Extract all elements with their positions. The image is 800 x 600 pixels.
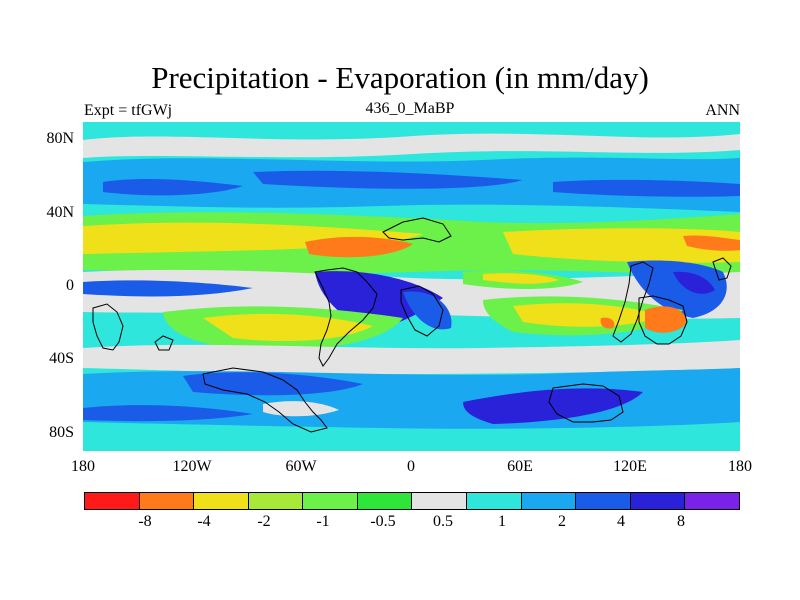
colorbar-swatch (139, 493, 195, 509)
colorbar-label: 4 (617, 513, 625, 530)
coastline (92, 303, 124, 351)
field-region (483, 273, 559, 284)
experiment-label: Expt = tfGWj (84, 102, 173, 119)
x-tick-label: 0 (407, 458, 415, 475)
map-title: Precipitation - Evaporation (in mm/day) (151, 60, 649, 95)
coastline (548, 383, 624, 423)
field-region (600, 317, 615, 329)
colorbar-label: 0.5 (433, 513, 453, 530)
coastline (314, 267, 378, 367)
colorbar-swatch (467, 493, 522, 509)
field-region (83, 133, 740, 158)
field-region (683, 235, 740, 251)
field-region (83, 280, 253, 297)
y-tick-label: 80S (49, 424, 74, 441)
field-region (253, 170, 523, 189)
field-region (645, 306, 687, 333)
field-region (627, 260, 727, 318)
colorbar-swatch (303, 493, 358, 509)
colorbar-swatch (630, 493, 686, 509)
field-region (463, 388, 643, 424)
field-region (263, 401, 339, 417)
field-region (403, 291, 452, 330)
y-tick-label: 0 (66, 277, 74, 294)
x-tick-label: 120W (172, 458, 212, 475)
field-region (203, 313, 373, 342)
colorbar-label: -8 (138, 513, 152, 530)
field-region (513, 303, 663, 327)
field-region (305, 236, 413, 258)
coastline (638, 295, 688, 345)
colorbar-label: -0.5 (370, 513, 396, 530)
colorbar-label: 1 (498, 513, 506, 530)
colorbar (84, 492, 740, 510)
colorbar-swatch (521, 493, 577, 509)
colorbar-label: -2 (257, 513, 271, 530)
y-tick-label: 40N (46, 204, 74, 221)
field-region (673, 271, 715, 294)
coastline (612, 261, 654, 343)
colorbar-label: -4 (197, 513, 211, 530)
x-tick-label: 180 (71, 458, 95, 475)
coastline (382, 217, 452, 243)
colorbar-swatch (576, 493, 631, 509)
map-plot-area (83, 122, 740, 451)
season-label: ANN (705, 102, 740, 119)
y-tick-label: 40S (49, 350, 74, 367)
colorbar-swatch (685, 493, 739, 509)
field-region (103, 179, 243, 196)
contour-map (83, 122, 740, 451)
colorbar-swatch (248, 493, 304, 509)
x-tick-label: 60E (507, 458, 533, 475)
field-region (183, 372, 363, 396)
x-tick-label: 120E (613, 458, 647, 475)
colorbar-swatch (412, 493, 468, 509)
period-label: 436_0_MaBP (365, 100, 455, 117)
coastline (400, 285, 444, 337)
y-tick-label: 80N (46, 130, 74, 147)
x-tick-label: 180 (728, 458, 752, 475)
field-region (83, 405, 253, 422)
colorbar-swatch (357, 493, 413, 509)
colorbar-label: 2 (558, 513, 566, 530)
coastline (202, 367, 328, 433)
colorbar-label: 8 (677, 513, 685, 530)
coastline (712, 257, 732, 281)
field-band (83, 340, 740, 374)
colorbar-swatch (194, 493, 249, 509)
colorbar-swatch (85, 493, 140, 509)
coastline (154, 335, 174, 351)
field-region (553, 179, 740, 197)
field-region (503, 228, 740, 263)
x-tick-label: 60W (285, 458, 317, 475)
colorbar-label: -1 (316, 513, 330, 530)
